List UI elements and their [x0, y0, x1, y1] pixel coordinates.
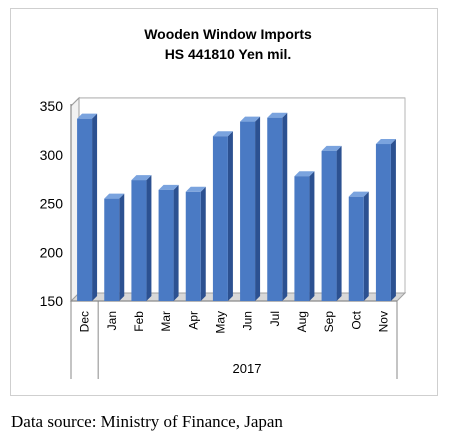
bar-mar — [158, 184, 179, 301]
bar-front — [294, 176, 310, 301]
bar-side — [282, 112, 288, 301]
bar-front — [185, 191, 201, 301]
year-label: 2017 — [233, 361, 262, 376]
chart-title: Wooden Window Imports — [144, 26, 312, 42]
chart-subtitle: HS 441810 Yen mil. — [165, 46, 292, 62]
x-tick-label-oct: Oct — [349, 310, 363, 329]
bar-top — [185, 186, 206, 192]
bar-side — [227, 131, 233, 301]
bar-front — [212, 136, 228, 301]
y-tick-labels: 150 200 250 300 350 — [40, 98, 64, 309]
bar-feb — [131, 175, 152, 301]
bar-side — [336, 145, 342, 301]
y-tick-label: 350 — [40, 98, 64, 114]
bar-front — [348, 196, 364, 301]
x-tick-label-dec: Dec — [78, 311, 92, 332]
bar-oct — [348, 191, 369, 301]
bar-top — [267, 112, 288, 118]
chart: Wooden Window Imports HS 441810 Yen mil.… — [40, 26, 407, 379]
bar-front — [267, 117, 283, 301]
x-tick-labels: Dec Jan Feb Mar Apr May Jun Jul Aug Sep Oct Nov — [78, 310, 391, 333]
y-tick-label: 300 — [40, 147, 64, 163]
x-tick-label-sep: Sep — [322, 311, 336, 333]
bar-front — [375, 144, 391, 301]
bar-top — [294, 171, 315, 177]
bar-side — [92, 113, 98, 301]
bar-nov — [375, 139, 396, 301]
bar-front — [131, 180, 147, 301]
bar-side — [119, 193, 125, 301]
bar-side — [390, 139, 396, 301]
x-tick-label-apr: Apr — [186, 311, 200, 330]
bar-top — [158, 184, 179, 190]
x-tick-label-may: May — [213, 311, 227, 334]
x-tick-label-jan: Jan — [105, 311, 119, 330]
bar-top — [104, 193, 125, 199]
bar-top — [348, 191, 369, 197]
bar-front — [158, 189, 174, 301]
bar-top — [131, 175, 152, 181]
x-tick-label-aug: Aug — [295, 311, 309, 332]
y-tick-label: 200 — [40, 244, 64, 260]
y-tick-label: 150 — [40, 293, 64, 309]
bar-top — [212, 131, 233, 137]
bar-may — [212, 131, 233, 301]
x-tick-label-feb: Feb — [132, 311, 146, 332]
x-tick-label-jun: Jun — [241, 311, 255, 330]
bar-dec — [77, 113, 98, 301]
x-tick-label-nov: Nov — [376, 311, 390, 332]
bar-side — [146, 175, 152, 301]
bar-side — [309, 171, 315, 301]
bar-jun — [240, 116, 261, 301]
bar-side — [173, 184, 179, 301]
bar-front — [321, 150, 337, 301]
bar-side — [363, 191, 369, 301]
data-source-note: Data source: Ministry of Finance, Japan — [11, 412, 283, 431]
bar-front — [104, 198, 120, 301]
bar-aug — [294, 171, 315, 301]
bar-apr — [185, 186, 206, 301]
bar-jan — [104, 193, 125, 301]
x-tick-label-jul: Jul — [268, 311, 282, 326]
bar-jul — [267, 112, 288, 301]
bars — [77, 112, 396, 301]
bar-side — [255, 116, 261, 301]
y-tick-label: 250 — [40, 196, 64, 212]
bar-top — [375, 139, 396, 145]
bar-front — [77, 118, 93, 301]
bar-front — [240, 121, 256, 301]
chart-frame: Wooden Window Imports HS 441810 Yen mil.… — [10, 8, 438, 396]
x-tick-label-mar: Mar — [159, 311, 173, 332]
bar-top — [321, 145, 342, 151]
bar-top — [240, 116, 261, 122]
bar-sep — [321, 145, 342, 301]
bar-side — [200, 186, 206, 301]
bar-top — [77, 113, 98, 119]
